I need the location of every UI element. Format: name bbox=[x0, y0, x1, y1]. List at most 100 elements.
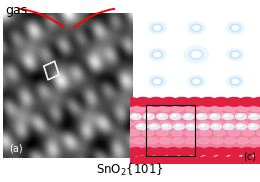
Circle shape bbox=[215, 148, 231, 156]
Circle shape bbox=[193, 136, 223, 151]
Circle shape bbox=[128, 104, 158, 119]
Circle shape bbox=[149, 22, 166, 34]
Circle shape bbox=[230, 24, 241, 32]
Circle shape bbox=[120, 121, 132, 127]
Circle shape bbox=[237, 138, 249, 144]
Circle shape bbox=[186, 124, 197, 130]
Circle shape bbox=[194, 128, 224, 143]
Circle shape bbox=[252, 156, 260, 165]
Circle shape bbox=[146, 138, 158, 144]
Circle shape bbox=[159, 138, 171, 144]
Circle shape bbox=[239, 98, 255, 106]
Circle shape bbox=[200, 124, 204, 126]
Circle shape bbox=[128, 130, 140, 136]
Circle shape bbox=[152, 128, 181, 143]
Circle shape bbox=[245, 119, 260, 134]
Circle shape bbox=[209, 114, 220, 120]
Circle shape bbox=[159, 106, 171, 112]
Circle shape bbox=[237, 128, 260, 143]
Circle shape bbox=[154, 79, 160, 84]
Circle shape bbox=[136, 124, 147, 130]
Circle shape bbox=[228, 130, 240, 136]
Circle shape bbox=[154, 136, 184, 151]
Circle shape bbox=[232, 79, 238, 84]
Circle shape bbox=[171, 130, 183, 136]
Circle shape bbox=[224, 106, 236, 112]
Circle shape bbox=[187, 156, 203, 165]
Circle shape bbox=[249, 114, 259, 120]
Bar bbox=[146, 104, 195, 156]
Circle shape bbox=[152, 111, 181, 126]
Circle shape bbox=[122, 98, 138, 106]
Circle shape bbox=[223, 111, 253, 126]
Circle shape bbox=[237, 111, 260, 126]
FancyArrowPatch shape bbox=[74, 9, 114, 28]
Circle shape bbox=[140, 148, 156, 156]
Circle shape bbox=[250, 138, 260, 144]
Circle shape bbox=[149, 76, 166, 87]
Circle shape bbox=[185, 138, 197, 144]
Circle shape bbox=[230, 51, 241, 58]
Circle shape bbox=[252, 111, 260, 126]
Circle shape bbox=[224, 121, 236, 127]
Circle shape bbox=[248, 124, 259, 130]
Circle shape bbox=[185, 106, 197, 112]
Circle shape bbox=[185, 114, 189, 116]
Circle shape bbox=[133, 138, 145, 144]
Circle shape bbox=[115, 136, 145, 151]
Circle shape bbox=[198, 114, 202, 116]
Circle shape bbox=[252, 128, 260, 143]
Circle shape bbox=[206, 136, 236, 151]
Circle shape bbox=[198, 124, 209, 130]
Circle shape bbox=[188, 124, 192, 126]
Circle shape bbox=[171, 113, 183, 119]
Circle shape bbox=[128, 119, 158, 134]
Circle shape bbox=[211, 124, 222, 130]
Circle shape bbox=[237, 106, 249, 112]
Circle shape bbox=[194, 111, 224, 126]
Circle shape bbox=[135, 156, 151, 165]
Text: (b): (b) bbox=[240, 84, 254, 94]
Circle shape bbox=[211, 106, 223, 112]
Circle shape bbox=[200, 156, 216, 165]
Circle shape bbox=[157, 114, 168, 120]
Circle shape bbox=[192, 52, 200, 58]
Circle shape bbox=[135, 98, 151, 106]
Circle shape bbox=[183, 114, 194, 120]
Circle shape bbox=[206, 119, 236, 134]
Circle shape bbox=[142, 130, 154, 136]
Circle shape bbox=[250, 106, 260, 112]
Circle shape bbox=[252, 98, 260, 106]
Circle shape bbox=[154, 26, 160, 30]
Circle shape bbox=[146, 106, 158, 112]
Circle shape bbox=[148, 156, 164, 165]
Circle shape bbox=[167, 136, 197, 151]
Circle shape bbox=[214, 130, 225, 136]
Circle shape bbox=[240, 148, 255, 156]
Circle shape bbox=[252, 148, 260, 156]
Circle shape bbox=[232, 104, 260, 119]
Circle shape bbox=[209, 111, 239, 126]
Circle shape bbox=[180, 104, 210, 119]
Circle shape bbox=[120, 138, 132, 144]
Circle shape bbox=[213, 124, 217, 126]
Circle shape bbox=[141, 136, 171, 151]
Circle shape bbox=[257, 130, 260, 136]
Circle shape bbox=[189, 50, 204, 60]
FancyArrowPatch shape bbox=[18, 9, 64, 27]
Circle shape bbox=[245, 104, 260, 119]
Circle shape bbox=[161, 124, 172, 130]
Circle shape bbox=[203, 148, 218, 156]
Circle shape bbox=[222, 114, 233, 120]
Circle shape bbox=[232, 136, 260, 151]
Circle shape bbox=[213, 156, 229, 165]
Circle shape bbox=[211, 121, 223, 127]
Circle shape bbox=[167, 119, 197, 134]
Circle shape bbox=[180, 119, 210, 134]
Circle shape bbox=[230, 78, 241, 85]
Circle shape bbox=[174, 156, 190, 165]
Circle shape bbox=[211, 138, 223, 144]
Circle shape bbox=[228, 113, 240, 119]
Circle shape bbox=[148, 98, 164, 106]
Circle shape bbox=[191, 24, 202, 32]
